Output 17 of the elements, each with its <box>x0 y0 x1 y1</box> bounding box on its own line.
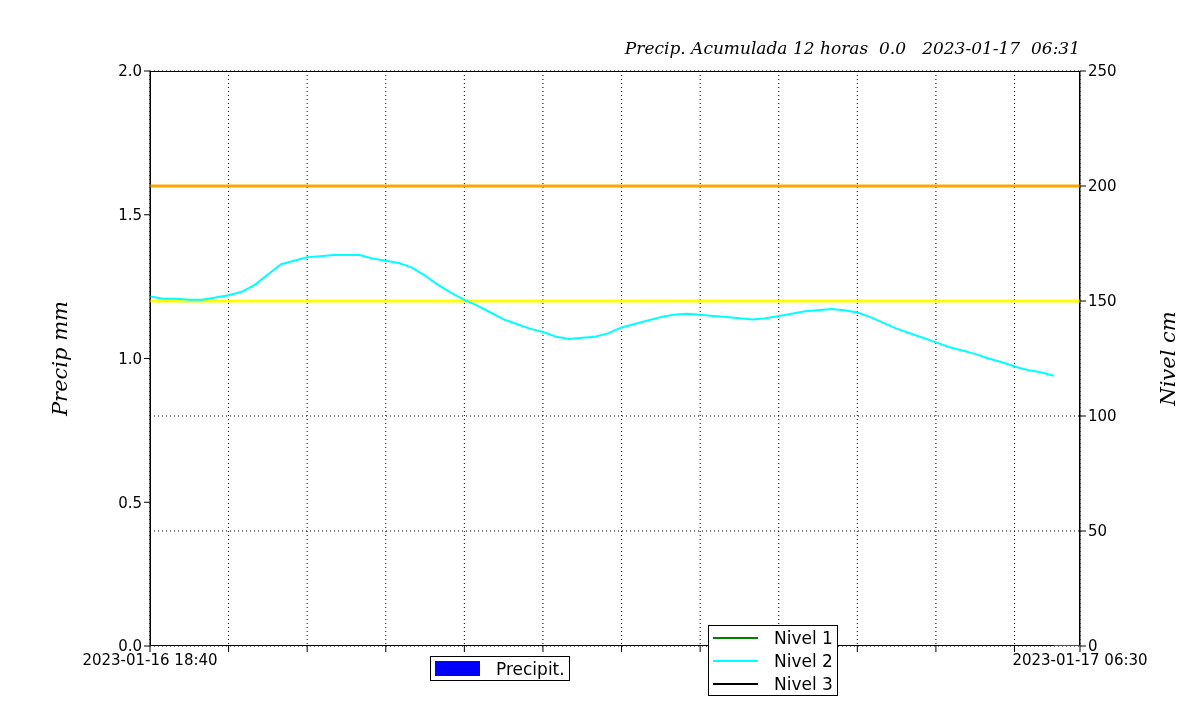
y-tick-label: 2.0 <box>118 62 142 81</box>
y2-tick-label: 50 <box>1088 522 1108 541</box>
y-axis-title: Precip mm <box>48 300 73 418</box>
chart-title: Precip. Acumulada 12 horas 0.0 2023-01-17 06:31 <box>624 38 1080 58</box>
line-series <box>150 254 1055 377</box>
y2-tick-label: 150 <box>1088 292 1117 311</box>
y2-tick-label: 250 <box>1088 62 1117 81</box>
legend-label: Nivel 2 <box>774 650 833 671</box>
y2-tick-label: 100 <box>1088 407 1117 426</box>
legend-label: Nivel 1 <box>774 627 833 648</box>
legend-label: Precipit. <box>496 658 565 679</box>
y2-tick-label: 200 <box>1088 177 1117 196</box>
y2-axis-title: Nivel cm <box>1156 311 1181 407</box>
y-tick-label: 1.5 <box>118 206 142 225</box>
y-tick-label: 0.5 <box>118 493 142 512</box>
y-tick-label: 1.0 <box>118 349 142 368</box>
legend-label: Nivel 3 <box>774 673 833 694</box>
